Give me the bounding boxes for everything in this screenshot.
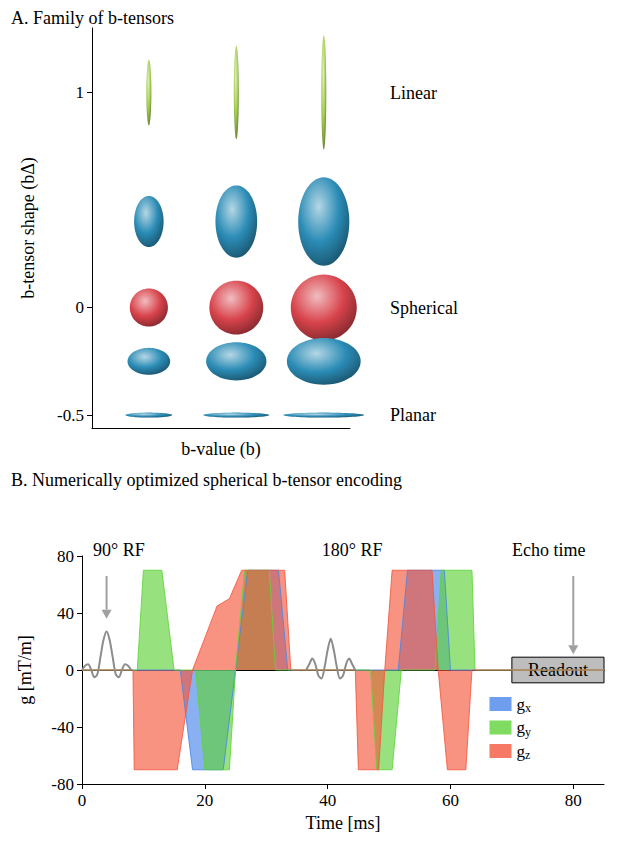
svg-text:b-tensor shape (bΔ): b-tensor shape (bΔ) — [18, 157, 39, 299]
svg-text:g: g — [516, 741, 525, 761]
svg-text:20: 20 — [196, 791, 213, 810]
svg-text:Readout: Readout — [527, 660, 588, 680]
svg-text:y: y — [525, 725, 531, 739]
svg-text:-0.5: -0.5 — [57, 406, 84, 425]
svg-text:80: 80 — [57, 547, 74, 566]
svg-text:Time [ms]: Time [ms] — [306, 813, 381, 833]
svg-text:40: 40 — [57, 604, 74, 623]
svg-text:0: 0 — [78, 791, 87, 810]
svg-text:1: 1 — [76, 83, 85, 102]
svg-text:A. Family of b-tensors: A. Family of b-tensors — [11, 8, 174, 28]
svg-text:0: 0 — [76, 298, 85, 317]
svg-text:Planar: Planar — [390, 405, 436, 425]
svg-text:z: z — [525, 748, 530, 762]
svg-text:60: 60 — [442, 791, 459, 810]
svg-text:0: 0 — [66, 661, 75, 680]
svg-text:40: 40 — [319, 791, 336, 810]
svg-text:g: g — [516, 694, 525, 714]
svg-text:-40: -40 — [51, 718, 74, 737]
svg-text:Linear: Linear — [390, 83, 437, 103]
svg-text:Spherical: Spherical — [390, 298, 458, 318]
svg-text:g: g — [516, 718, 525, 737]
svg-text:B. Numerically optimized spher: B. Numerically optimized spherical b-ten… — [11, 470, 402, 490]
svg-text:-80: -80 — [51, 775, 74, 794]
svg-text:180° RF: 180° RF — [322, 540, 383, 560]
svg-text:Echo time: Echo time — [512, 540, 585, 560]
svg-text:b-value (b): b-value (b) — [181, 439, 260, 460]
svg-text:x: x — [525, 701, 531, 715]
svg-text:80: 80 — [565, 791, 582, 810]
svg-text:g [mT/m]: g [mT/m] — [15, 635, 35, 705]
svg-text:90° RF: 90° RF — [93, 540, 145, 560]
